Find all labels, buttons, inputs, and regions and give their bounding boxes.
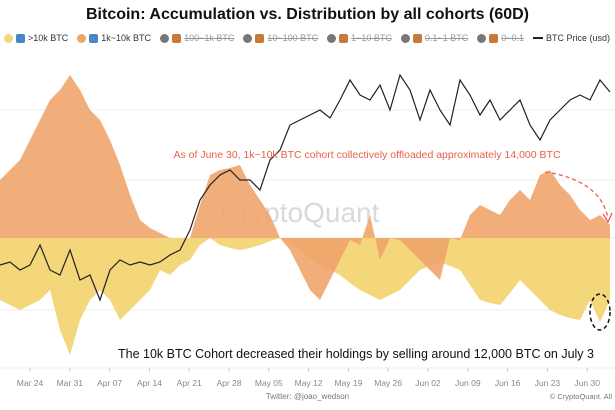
color-dot-icon — [160, 33, 170, 43]
color-dot-icon — [243, 33, 253, 43]
cohort-icon — [255, 33, 265, 43]
cohort-icon — [89, 33, 99, 43]
legend-item[interactable]: 0.1~1 BTC — [400, 33, 469, 43]
legend-label: BTC Price (usd) — [545, 33, 610, 43]
cohort-icon — [16, 33, 25, 43]
cohort-icon — [339, 33, 349, 43]
legend-item[interactable]: 1~10 BTC — [327, 33, 392, 43]
legend-item[interactable]: 1k~10k BTC — [77, 33, 151, 43]
legend-item[interactable]: >10k BTC — [4, 33, 68, 43]
arrow-head-icon — [602, 212, 613, 224]
x-tick-label: May 05 — [255, 378, 283, 388]
legend-label: >10k BTC — [28, 33, 69, 43]
legend-item[interactable]: 10~100 BTC — [243, 33, 318, 43]
x-tick-label: Jun 30 — [574, 378, 600, 388]
annotation-bottom: The 10k BTC Cohort decreased their holdi… — [118, 347, 594, 361]
legend-label: 0.1~1 BTC — [424, 33, 469, 43]
cohort-icon — [172, 33, 182, 43]
copyright: © CryptoQuant. All — [549, 392, 612, 401]
legend: >10k BTC 1k~10k BTC 100~1k BTC 10~100 BTC 1~… — [4, 33, 610, 43]
cohort-icon — [489, 33, 499, 43]
color-dot-icon — [327, 33, 337, 43]
legend-label: 10~100 BTC — [267, 33, 319, 43]
color-dot-icon — [400, 33, 410, 43]
x-tick-label: Jun 09 — [455, 378, 481, 388]
cohort-icon — [412, 33, 422, 43]
legend-label: 100~1k BTC — [184, 33, 235, 43]
x-tick-label: Apr 07 — [97, 378, 122, 388]
x-tick-label: Apr 21 — [177, 378, 202, 388]
highlight-ellipse — [589, 293, 611, 331]
x-tick-label: Jun 02 — [415, 378, 441, 388]
x-tick-label: Mar 24 — [17, 378, 44, 388]
legend-label: 1k~10k BTC — [101, 33, 152, 43]
color-dot-icon — [477, 33, 487, 43]
legend-item[interactable]: 100~1k BTC — [160, 33, 234, 43]
x-tick-label: May 26 — [374, 378, 402, 388]
chart-title: Bitcoin: Accumulation vs. Distribution b… — [85, 6, 529, 23]
color-dot-icon — [4, 33, 13, 43]
color-dot-icon — [77, 33, 87, 43]
legend-item[interactable]: 0~0.1 — [477, 33, 524, 43]
series-area-1k-10k — [0, 75, 610, 300]
x-tick-label: May 19 — [334, 378, 362, 388]
legend-label: 1~10 BTC — [351, 33, 392, 43]
annotation-arrow — [544, 171, 609, 219]
series-area-10k — [0, 238, 610, 355]
x-tick-label: Apr 14 — [137, 378, 162, 388]
x-tick-label: Jun 16 — [495, 378, 521, 388]
series-line-btc-price — [0, 73, 611, 302]
legend-label: 0~0.1 — [501, 33, 524, 43]
annotation-top: As of June 30, 1k~10k BTC cohort collect… — [173, 149, 560, 161]
x-tick-label: Mar 31 — [57, 378, 84, 388]
twitter-credit: Twitter: @joao_wedson — [265, 392, 350, 401]
line-swatch-icon — [532, 37, 543, 39]
x-tick-label: Jun 23 — [535, 378, 561, 388]
x-tick-label: Apr 28 — [216, 378, 241, 388]
legend-item[interactable]: BTC Price (usd) — [532, 33, 610, 43]
x-tick-label: May 12 — [295, 378, 323, 388]
